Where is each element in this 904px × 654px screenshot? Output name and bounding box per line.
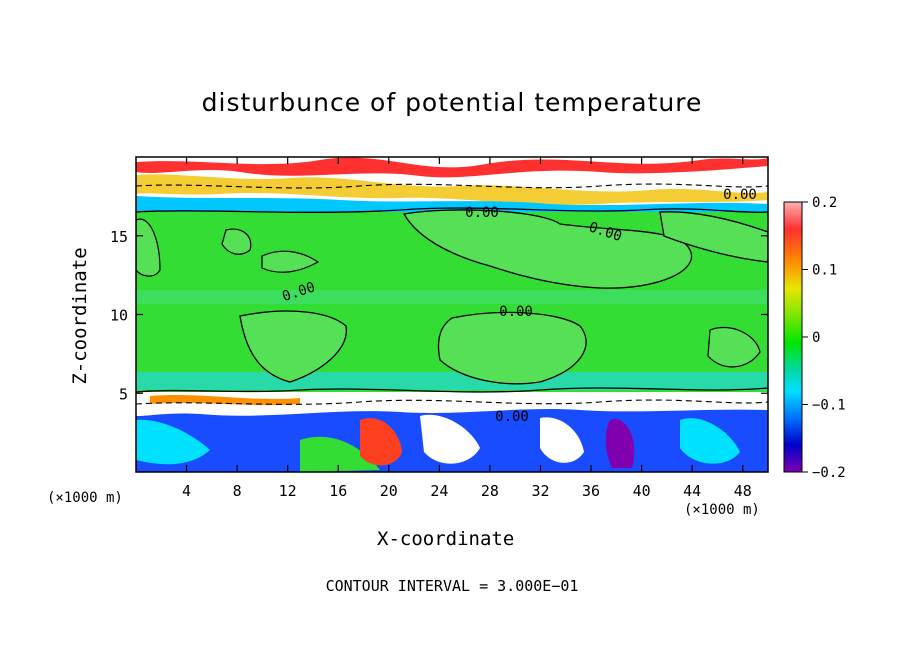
y-tick-label: 10 [110, 307, 128, 325]
x-tick-label: 16 [329, 482, 347, 500]
x-tick-label: 28 [481, 482, 499, 500]
contour-interval-text: CONTOUR INTERVAL = 3.000E−01 [325, 577, 579, 595]
contour-left-edge [136, 218, 161, 277]
colorbar-tick-label: −0.2 [812, 465, 846, 481]
y-axis-ticks: 5 10 15 [110, 228, 768, 403]
x-tick-label: 40 [633, 482, 651, 500]
x-tick-label: 20 [380, 482, 398, 500]
lower-white-blob-1 [420, 414, 480, 464]
lower-cyan-blob-2 [680, 418, 740, 464]
colorbar-tick-label: 0 [812, 330, 820, 346]
contour-label: 0.00 [465, 205, 499, 221]
contour-mid-right [659, 211, 768, 263]
x-tick-label: 8 [233, 482, 242, 500]
x-tick-label: 4 [182, 482, 191, 500]
x-axis-ticks: 4 8 12 16 20 24 28 32 36 40 44 48 [182, 157, 752, 500]
lower-green-blob [300, 436, 380, 472]
band-cyan [136, 372, 768, 390]
upper-red-streak [136, 157, 768, 178]
lower-red-blob [360, 418, 402, 466]
lower-cyan-blob-1 [136, 419, 210, 465]
colorbar-tick-label: 0.2 [812, 195, 837, 211]
upper-yellow-streak [136, 174, 768, 205]
x-tick-label: 48 [734, 482, 752, 500]
contour-label: 0.00 [723, 187, 757, 203]
colorbar-ticks: 0.2 0.1 0 −0.1 −0.2 [802, 195, 846, 481]
contour-label-group: 0.000.000.000.000.000.00 [280, 187, 757, 425]
colorbar [783, 201, 803, 473]
contour-mid-low-center [437, 311, 587, 385]
contour-left-2 [261, 250, 320, 273]
upper-blue-streak [136, 196, 768, 212]
y-unit-label: (×1000 m) [47, 490, 123, 506]
contour-mid-large [402, 209, 693, 289]
x-tick-label: 44 [683, 482, 701, 500]
y-axis-label: Z-coordinate [69, 247, 91, 385]
colorbar-tick-label: 0.1 [812, 263, 837, 279]
field-layers [136, 157, 768, 472]
lower-purple-blob [605, 419, 635, 468]
lower-white-band [136, 392, 768, 416]
band-light [136, 290, 768, 304]
x-tick-label: 32 [531, 482, 549, 500]
x-axis-label: X-coordinate [377, 528, 515, 550]
y-tick-label: 5 [119, 385, 128, 403]
colorbar-tick-label: −0.1 [812, 398, 846, 414]
contour-label: 0.00 [499, 304, 533, 320]
x-tick-label: 36 [582, 482, 600, 500]
y-tick-label: 15 [110, 228, 128, 246]
contour-label: 0.00 [495, 409, 529, 425]
contour-lower-boundary [136, 387, 768, 393]
x-tick-label: 12 [279, 482, 297, 500]
contour-mid-low [239, 310, 347, 383]
x-tick-label: 24 [430, 482, 448, 500]
contour-right-small [707, 326, 761, 368]
lower-white-blob-2 [540, 417, 584, 463]
x-unit-label: (×1000 m) [684, 502, 760, 518]
contour-upper-boundary [136, 207, 768, 213]
contour-left-small [221, 228, 252, 255]
chart-title: disturbunce of potential temperature [201, 88, 703, 117]
